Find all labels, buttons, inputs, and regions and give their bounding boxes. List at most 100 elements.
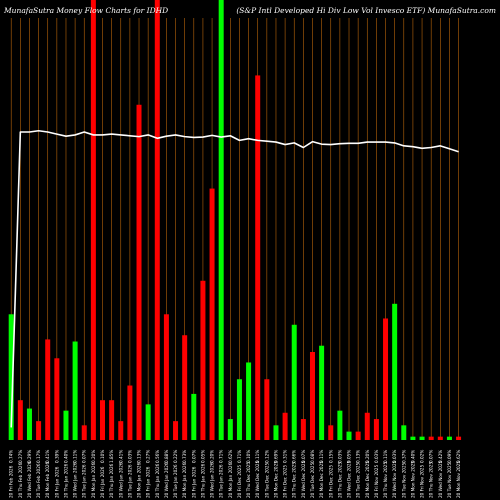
percent-label: 0.11% [73,450,78,463]
percent-label: 0.11% [383,450,388,463]
percent-label: 0.20% [91,450,96,463]
bar [392,303,398,440]
bar [319,345,325,440]
x-tick-label: 20 Tue Dec 2025 [264,462,269,498]
x-tick-label: 20 Wed Dec 2025 [347,460,352,498]
percent-label: 0.13% [137,450,142,463]
x-tick-label: 20 Mon Jan 2026 [137,462,142,498]
percent-label: 0.88% [164,450,169,463]
bar [437,436,443,440]
bar [255,75,261,440]
x-tick-label: 20 Wed Nov 2025 [392,460,397,498]
percent-label: 0.03% [337,450,342,463]
x-tick-label: 20 Tue Dec 2025 [356,462,361,498]
x-tick-label: 20 Tue Jan 2026 [82,464,87,498]
bar [337,410,343,440]
x-tick-label: 20 Thu Dec 2025 [337,462,342,498]
percent-labels: 0.74% 0.27% 0.29% 0.17% 0.41% 0.39% 0.40% 0.11%… [9,450,461,463]
x-tick-label: 20 Tue Dec 2025 [310,462,315,498]
x-tick-label: 20 Thu Dec 2025 [292,462,297,498]
percent-label: 0.37% [401,450,406,463]
percent-label: 0.20% [210,450,215,463]
bar [163,314,169,440]
percent-label: 0.22% [173,450,178,463]
percent-label: 0.39% [54,450,59,463]
bar [17,400,23,440]
x-tick-label: 20 Mon Dec 2025 [273,461,278,498]
x-tick-label: 20 Fri Dec 2025 [283,465,288,498]
percent-label: 0.13% [356,450,361,463]
x-tick-label: 20 Tue Jan 2026 [219,464,224,498]
bar [8,314,14,440]
bar [118,421,124,440]
percent-label: 0.42% [438,450,443,463]
percent-label: 0.11% [255,450,260,463]
percent-label: 0.56% [155,450,160,463]
bar [373,419,379,440]
percent-label: 0.41% [118,450,123,463]
bar [45,339,51,440]
bar [81,425,87,440]
percent-label: 0.27% [146,450,151,463]
percent-label: 0.03% [127,450,132,463]
percent-label: 0.05% [200,450,205,463]
chart-header-right: (S&P Intl Developed Hi Div Low Vol Inves… [236,6,496,15]
bar [227,419,233,440]
bar [300,419,306,440]
x-tick-label: 20 Thu Feb 2026 [18,462,23,498]
bar [355,431,361,440]
bar [72,341,78,440]
x-tick-label: 20 Mon Feb 2026 [45,461,50,498]
percent-label: 0.17% [36,450,41,463]
percent-label: 0.03% [392,450,397,463]
bar [446,436,452,440]
bar [346,431,352,440]
percent-label: 0.03% [374,450,379,463]
bar [127,385,133,440]
line-path [10,129,459,428]
percent-label: 0.12% [264,450,269,463]
x-tick-label: 20 Thu Jan 2026 [109,463,114,498]
bar [191,393,197,440]
percent-label: 0.62% [456,450,461,463]
x-tick-label: 20 Mon Nov 2025 [410,461,415,498]
x-tick-label: 20 Tue Nov 2025 [447,462,452,498]
x-tick-label: 20 Tue Nov 2025 [401,462,406,498]
percent-label: 0.40% [410,450,415,463]
x-tick-label: 20 Fri Jan 2026 [191,466,196,498]
percent-label: 0.07% [82,450,87,463]
percent-label: 0.20% [365,450,370,463]
percent-label: 0.29% [27,450,32,463]
x-tick-label: 20 Wed Dec 2025 [301,460,306,498]
x-tick-label: 20 Fri Nov 2025 [374,465,379,498]
bar [383,318,389,440]
percent-label: 0.05% [347,450,352,463]
x-tick-label: 20 Wed Nov 2025 [438,460,443,498]
bar [246,362,252,440]
bar [410,436,416,440]
x-tick-labels: 20 Fri Feb 2026 20 Thu Feb 2026 20 Wed Feb… [9,460,461,498]
percent-label: 0.09% [447,450,452,463]
percent-label: 0.10% [100,450,105,463]
percent-label: 0.07% [301,450,306,463]
bar [236,379,242,440]
x-tick-label: 20 Fri Jan 2026 [100,466,105,498]
x-tick-label: 20 Wed Jan 2026 [210,462,215,498]
bar [182,335,188,440]
percent-label: 0.07% [429,450,434,463]
line-series [10,129,459,428]
bar-series [8,0,462,440]
bar [54,358,60,440]
x-tick-label: 20 Wed Jan 2026 [73,462,78,498]
x-tick-label: 20 Thu Nov 2025 [383,462,388,498]
x-tick-label: 20 Fri Dec 2025 [328,465,333,498]
x-tick-label: 20 Thu Jan 2026 [200,463,205,498]
percent-label: 0.11% [319,450,324,463]
percent-label: 0.69% [273,450,278,463]
chart-header-left: MunafaSutra Money Flow Charts for IDHD [3,6,168,15]
bar [328,425,334,440]
x-tick-label: 20 Fri Feb 2026 [9,465,14,498]
bar [200,280,206,440]
bar [456,436,462,440]
